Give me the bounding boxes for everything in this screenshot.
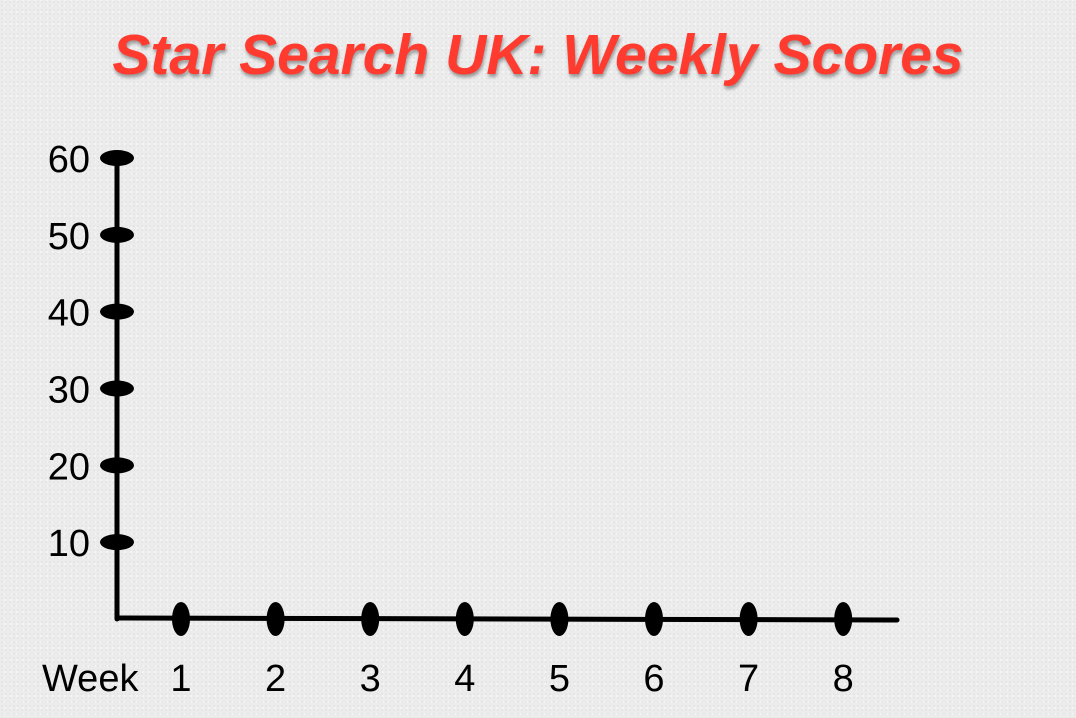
- x-tick-mark: [172, 602, 190, 636]
- x-ticks: 1 2 3 4 5 6 7 8: [170, 602, 854, 700]
- x-tick-label: 6: [643, 658, 664, 700]
- x-tick-mark: [645, 602, 663, 636]
- x-tick-label: 7: [738, 658, 759, 700]
- x-tick-mark: [455, 602, 474, 636]
- chart-title: Star Search UK: Weekly Scores: [112, 23, 964, 87]
- y-ticks: 10 20 30 40 50 60: [48, 139, 134, 565]
- x-tick-mark: [361, 602, 380, 636]
- y-tick-label: 10: [48, 523, 90, 565]
- x-tick-label: 8: [833, 658, 854, 700]
- y-tick-mark: [100, 380, 134, 397]
- x-axis-title: Week: [42, 658, 139, 700]
- x-tick-label: 2: [265, 658, 286, 700]
- x-tick-label: 3: [360, 658, 381, 700]
- x-tick-mark: [834, 602, 853, 636]
- x-tick-mark: [739, 602, 758, 636]
- x-tick-label: 1: [170, 658, 191, 700]
- x-tick-mark: [550, 602, 569, 636]
- x-tick-label: 5: [549, 658, 570, 700]
- y-tick-mark: [100, 226, 134, 243]
- x-tick-mark: [266, 602, 285, 636]
- y-tick-label: 30: [48, 370, 90, 412]
- y-tick-label: 40: [48, 293, 90, 335]
- x-axis-line: [114, 615, 900, 623]
- y-tick-label: 60: [48, 139, 90, 181]
- y-tick-mark: [100, 534, 134, 551]
- y-tick-mark: [100, 457, 134, 474]
- y-tick-mark: [100, 303, 134, 320]
- y-tick-mark: [100, 150, 134, 166]
- x-tick-label: 4: [454, 658, 475, 700]
- y-tick-label: 20: [48, 446, 90, 488]
- y-tick-label: 50: [48, 216, 90, 258]
